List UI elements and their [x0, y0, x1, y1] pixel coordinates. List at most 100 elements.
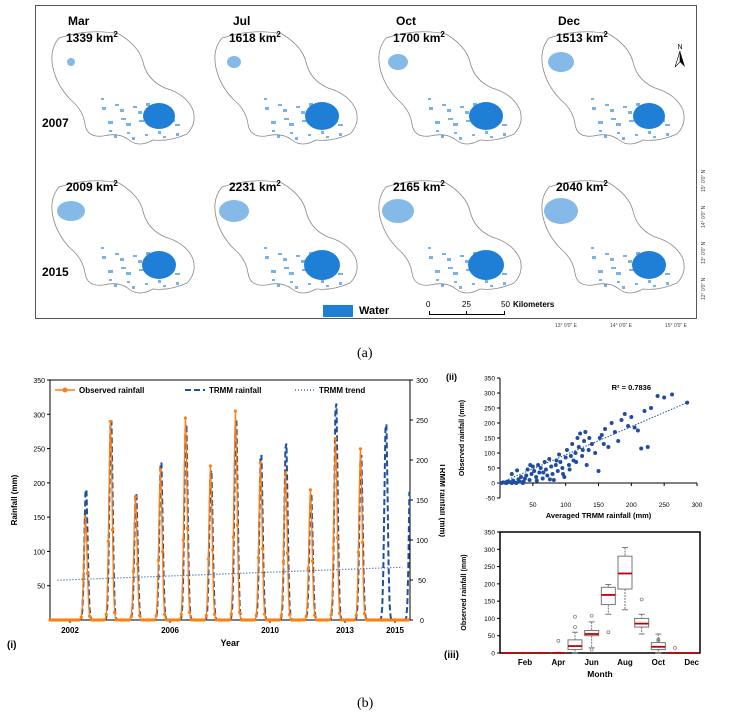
- scatter-point: [655, 394, 660, 398]
- water-speck: [108, 121, 113, 124]
- outlier-point: [589, 613, 594, 618]
- box-iqr: [600, 586, 616, 606]
- scatter-point: [626, 424, 631, 428]
- legend-trmm-label: TRMM rainfall: [209, 386, 261, 395]
- scatter-point: [551, 478, 556, 482]
- water-speck: [133, 106, 137, 108]
- chart-i-rainfall-timeseries: 50 100 150 200 250 300 350 0 50 100 150 200 250 300 20…: [7, 378, 445, 651]
- scatter-point: [603, 427, 608, 431]
- lat-label-13: 13° 0'0" N: [701, 241, 707, 264]
- scatter-point: [538, 466, 543, 470]
- y-tick-label: 250: [33, 447, 45, 454]
- scatter-point: [545, 473, 550, 478]
- month-label-dec: Dec: [558, 14, 581, 28]
- observed-point: [310, 559, 315, 563]
- water-speck: [447, 258, 451, 261]
- water-speck: [454, 132, 457, 134]
- area-label: 2231 km2: [229, 179, 281, 194]
- scatter-point: [547, 477, 552, 482]
- scatter-point: [536, 463, 541, 467]
- area-value: 1700 km: [393, 31, 441, 45]
- water-lake: [143, 103, 175, 129]
- observed-point: [81, 577, 85, 581]
- scatter-point: [589, 442, 594, 446]
- water-speck: [453, 123, 458, 126]
- scatter-point: [517, 479, 522, 484]
- observed-point: [181, 538, 185, 542]
- map-2015-oct-drawing: [378, 180, 522, 294]
- water-speck: [132, 286, 135, 289]
- water-legend-label: Water: [359, 305, 390, 317]
- y-tick-label: 150: [33, 515, 45, 522]
- water-speck: [338, 124, 343, 126]
- water-speck: [502, 273, 507, 275]
- water-lake: [142, 251, 176, 279]
- water-speck: [636, 103, 640, 106]
- water-speck: [441, 284, 444, 287]
- observed-point: [158, 467, 163, 471]
- area-unit-sup: 2: [276, 179, 281, 188]
- scatter-point: [540, 476, 545, 481]
- water-speck: [115, 253, 119, 255]
- observed-point: [233, 409, 238, 413]
- y-tick-label: 0: [491, 651, 495, 658]
- water-speck: [114, 284, 117, 287]
- scatter-point: [524, 473, 529, 478]
- area-value: 1618 km: [229, 31, 277, 45]
- water-speck: [296, 255, 300, 257]
- observed-point: [156, 558, 160, 562]
- water-speck: [278, 104, 282, 106]
- scatter-point: [562, 475, 567, 479]
- box-month-5: [567, 614, 583, 654]
- observed-point: [229, 612, 233, 616]
- scatter-point: [662, 395, 667, 400]
- water-speck: [591, 247, 594, 249]
- x-axis-label: Averaged TRMM rainfall (mm): [546, 511, 652, 520]
- observed-point: [279, 614, 283, 618]
- observed-point: [335, 535, 340, 540]
- observed-point: [262, 612, 267, 616]
- scale-tick-0: 0: [426, 300, 431, 309]
- water-speck: [598, 270, 603, 273]
- observed-point: [362, 612, 367, 616]
- scatter-point: [550, 472, 555, 476]
- water-speck: [448, 118, 453, 120]
- water-north-patch: [388, 54, 408, 70]
- water-speck: [175, 124, 180, 126]
- water-speck: [665, 124, 670, 126]
- box-iqr: [567, 639, 583, 651]
- water-speck: [101, 98, 104, 100]
- water-lake: [633, 103, 665, 129]
- water-speck: [308, 283, 311, 285]
- observed-point: [354, 613, 358, 617]
- scatter-point: [534, 478, 539, 483]
- observed-point: [179, 612, 183, 616]
- basin-outline: [51, 180, 195, 294]
- observed-point: [106, 539, 110, 543]
- observed-point: [85, 571, 90, 575]
- water-speck: [623, 255, 627, 257]
- water-speck: [447, 109, 451, 112]
- water-speck: [295, 137, 298, 140]
- water-speck: [109, 279, 112, 281]
- area-value: 2040 km: [556, 180, 604, 194]
- scatter-point: [515, 468, 520, 473]
- water-speck: [339, 282, 342, 285]
- lon-label-13: 13° 0'0" E: [555, 323, 577, 329]
- water-speck: [133, 255, 137, 257]
- y-tick-label: 200: [484, 581, 495, 588]
- area-unit-sup: 2: [113, 30, 118, 39]
- observed-point: [331, 546, 335, 550]
- water-speck: [132, 137, 135, 140]
- y2-tick-label: 200: [416, 458, 428, 465]
- box-month-4: [550, 639, 566, 654]
- water-speck: [145, 134, 148, 136]
- x-tick-label: Apr: [551, 658, 565, 667]
- water-speck: [290, 281, 293, 283]
- map-2007-jul-drawing: [214, 31, 358, 145]
- water-north-patch: [67, 58, 75, 66]
- area-value: 2231 km: [229, 180, 277, 194]
- basin-outline: [378, 31, 522, 145]
- water-speck: [163, 136, 166, 138]
- box-month-9: [634, 597, 650, 635]
